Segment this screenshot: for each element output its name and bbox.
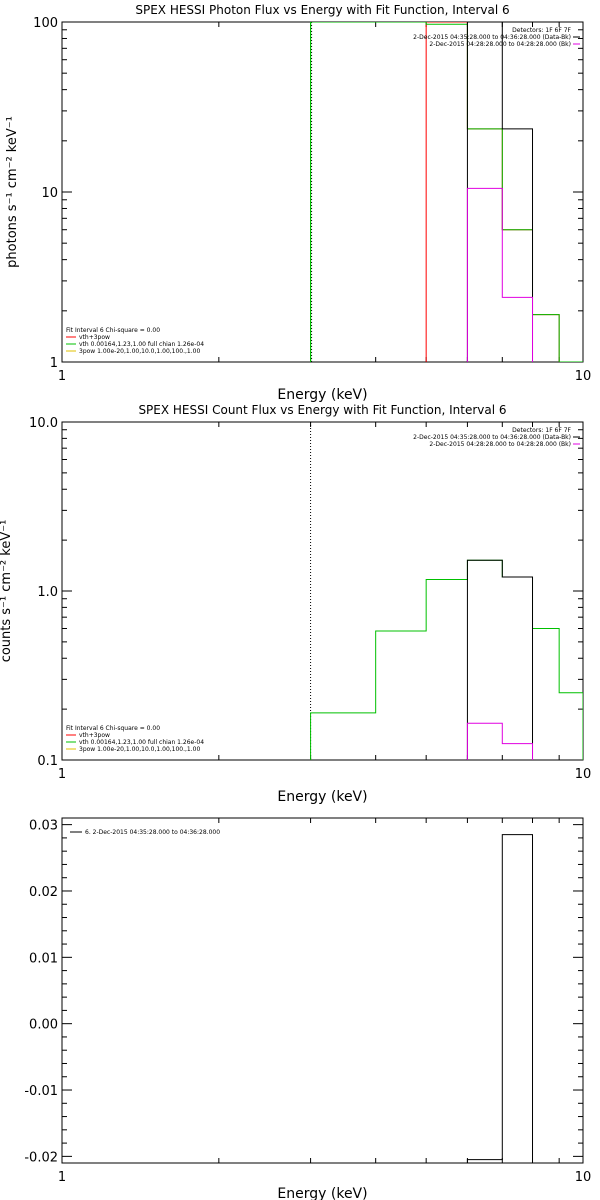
legend-right-entry: Detectors: 1F 6F 7F xyxy=(512,427,571,434)
series-step-line-1 xyxy=(466,834,534,1163)
legend-left-entry: 3pow 1.00e-20,1.00,10.0,1.00,100.,1.00 xyxy=(79,348,200,355)
series-step-line-1 xyxy=(425,22,583,362)
y-tick-label: 0.03 xyxy=(29,819,58,834)
y-tick-label: 10 xyxy=(41,186,58,201)
data-series xyxy=(310,559,583,760)
y-tick-label: 0.02 xyxy=(29,885,58,900)
plot-frame xyxy=(61,817,584,1164)
y-axis-label: counts s⁻¹ cm⁻² keV⁻¹ xyxy=(0,520,14,663)
x-axis-label: Energy (keV) xyxy=(277,387,367,403)
y-tick-label: 10.0 xyxy=(29,416,58,431)
y-tick-label: 100 xyxy=(33,16,58,31)
legend-right-entry: 2-Dec-2015 04:28:28.000 to 04:28:28.000 … xyxy=(429,441,571,448)
series-step-line-3 xyxy=(466,722,534,760)
legend-right-entry: 2-Dec-2015 04:28:28.000 to 04:28:28.000 … xyxy=(429,41,571,48)
x-tick-label: 10 xyxy=(575,1170,592,1185)
y-tick-label: 1 xyxy=(50,356,58,371)
legend-left-entry: 6. 2-Dec-2015 04:35:28.000 to 04:36:28.0… xyxy=(85,829,220,836)
y-tick-label: -0.01 xyxy=(24,1084,58,1099)
legend-left-entry: 3pow 1.00e-20,1.00,10.0,1.00,100.,1.00 xyxy=(79,746,200,753)
legend-left-entry: vth+3pow xyxy=(79,334,110,341)
data-series xyxy=(310,22,583,362)
legend-left-entry: Fit Interval 6 Chi-square = 0.00 xyxy=(66,725,160,732)
y-tick-label: 0.01 xyxy=(29,951,58,966)
series-step-line-2 xyxy=(466,559,534,760)
plot-frame xyxy=(61,21,584,363)
x-tick-label: 1 xyxy=(58,1170,66,1185)
series-step-line-4 xyxy=(466,187,534,362)
legend-right-entry: 2-Dec-2015 04:35:28.000 to 04:36:28.000 … xyxy=(413,434,571,441)
chart-title: SPEX HESSI Count Flux vs Energy with Fit… xyxy=(138,403,506,417)
y-tick-label: 0.1 xyxy=(37,754,58,769)
x-tick-label: 1 xyxy=(58,369,66,384)
y-tick-label: 0.00 xyxy=(29,1018,58,1033)
y-tick-label: 1.0 xyxy=(37,585,58,600)
plot-frame xyxy=(61,421,584,761)
series-step-line-3 xyxy=(466,22,534,362)
x-tick-label: 1 xyxy=(58,767,66,782)
y-axis-label: photons s⁻¹ cm⁻² keV⁻¹ xyxy=(5,116,20,268)
legend-left-entry: vth+3pow xyxy=(79,732,110,739)
legend-left-entry: vth 0.00164,1.23,1.00 full chian 1.26e-0… xyxy=(79,341,204,348)
chart-title: SPEX HESSI Photon Flux vs Energy with Fi… xyxy=(135,3,509,17)
legend-left-entry: vth 0.00164,1.23,1.00 full chian 1.26e-0… xyxy=(79,739,204,746)
data-series xyxy=(466,834,534,1163)
legend-right-entry: Detectors: 1F 6F 7F xyxy=(512,27,571,34)
series-step-line-1 xyxy=(310,559,583,760)
chart-panel-1: SPEX HESSI Photon Flux vs Energy with Fi… xyxy=(5,3,591,403)
chart-panel-3: 1 10 -0.02 -0.01 0.00 0.01 0.02 0.03 Energy (keV… xyxy=(24,817,592,1200)
x-axis-label: Energy (keV) xyxy=(277,789,367,805)
x-tick-label: 10 xyxy=(575,369,592,384)
series-step-line-2 xyxy=(310,22,583,362)
chart-panel-2: SPEX HESSI Count Flux vs Energy with Fit… xyxy=(0,403,591,805)
legend-right-entry: 2-Dec-2015 04:35:28.000 to 04:36:28.000 … xyxy=(413,34,571,41)
x-axis-label: Energy (keV) xyxy=(277,1186,367,1200)
x-tick-label: 10 xyxy=(575,767,592,782)
legend-left-entry: Fit Interval 6 Chi-square = 0.00 xyxy=(66,327,160,334)
y-tick-label: -0.02 xyxy=(24,1150,58,1165)
